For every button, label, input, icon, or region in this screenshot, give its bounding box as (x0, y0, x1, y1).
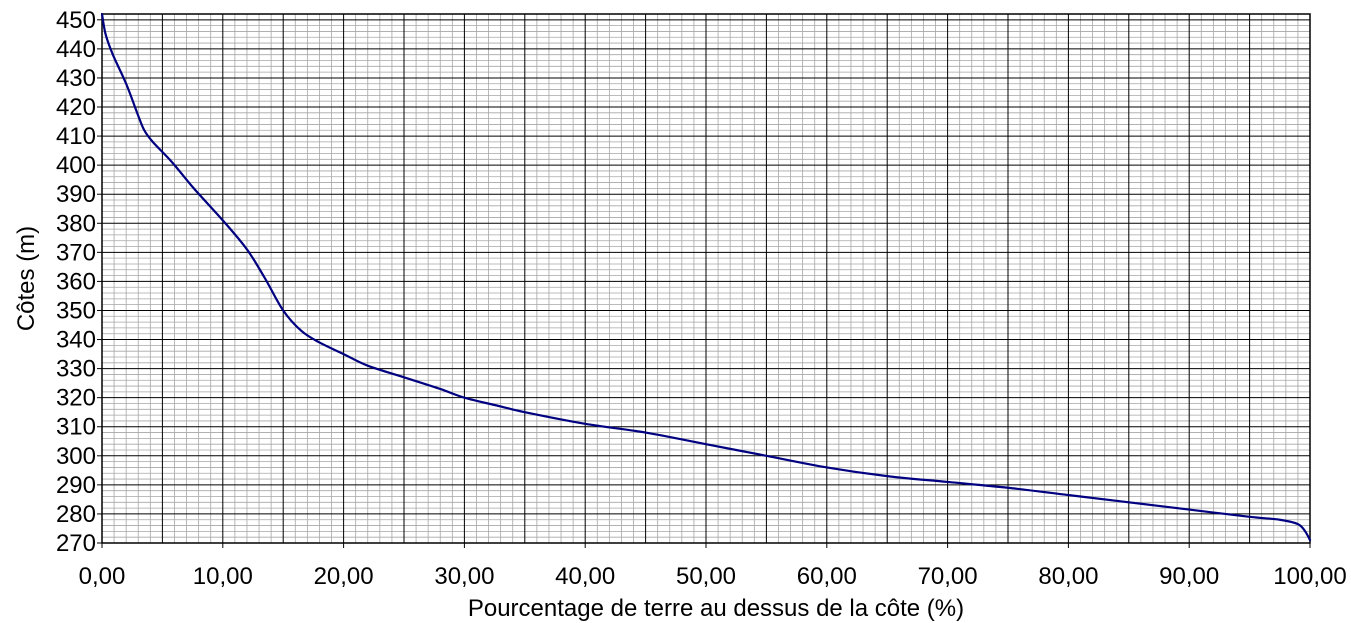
y-tick-label: 360 (56, 268, 96, 295)
y-tick-label: 450 (56, 7, 96, 34)
x-tick-label: 30,00 (434, 563, 494, 590)
y-tick-label: 310 (56, 414, 96, 441)
x-axis-title: Pourcentage de terre au dessus de la côt… (468, 595, 964, 622)
y-tick-label: 270 (56, 530, 96, 557)
y-tick-label: 300 (56, 443, 96, 470)
x-tick-label: 70,00 (918, 563, 978, 590)
y-tick-label: 420 (56, 94, 96, 121)
x-tick-label: 50,00 (676, 563, 736, 590)
series-line (100, 12, 1312, 542)
y-tick-label: 380 (56, 210, 96, 237)
x-tick-label: 20,00 (314, 563, 374, 590)
x-tick-label: 10,00 (193, 563, 253, 590)
y-tick-label: 400 (56, 152, 96, 179)
y-tick-label: 290 (56, 472, 96, 499)
y-tick-label: 390 (56, 181, 96, 208)
y-tick-label: 320 (56, 385, 96, 412)
x-tick-label: 0,00 (79, 563, 126, 590)
grid-major-lines (101, 14, 1311, 544)
y-tick-label: 370 (56, 239, 96, 266)
x-tick-label: 60,00 (797, 563, 857, 590)
y-tick-label: 280 (56, 501, 96, 528)
y-tick-label: 440 (56, 36, 96, 63)
y-tick-label: 430 (56, 65, 96, 92)
y-axis-title: Côtes (m) (13, 226, 40, 331)
x-tick-label: 100,00 (1273, 563, 1346, 590)
y-axis-ticks: 2702802903003103203303403503603703803904… (56, 7, 102, 557)
y-tick-label: 330 (56, 356, 96, 383)
x-tick-label: 90,00 (1159, 563, 1219, 590)
y-tick-label: 340 (56, 327, 96, 354)
x-axis-ticks: 0,00 10,00 20,00 30,00 40,00 50,00 60,00 70,00 8… (79, 543, 1347, 590)
x-tick-label: 80,00 (1038, 563, 1098, 590)
series-layer (100, 12, 1312, 542)
x-tick-label: 40,00 (555, 563, 615, 590)
y-tick-label: 410 (56, 123, 96, 150)
y-tick-label: 350 (56, 297, 96, 324)
